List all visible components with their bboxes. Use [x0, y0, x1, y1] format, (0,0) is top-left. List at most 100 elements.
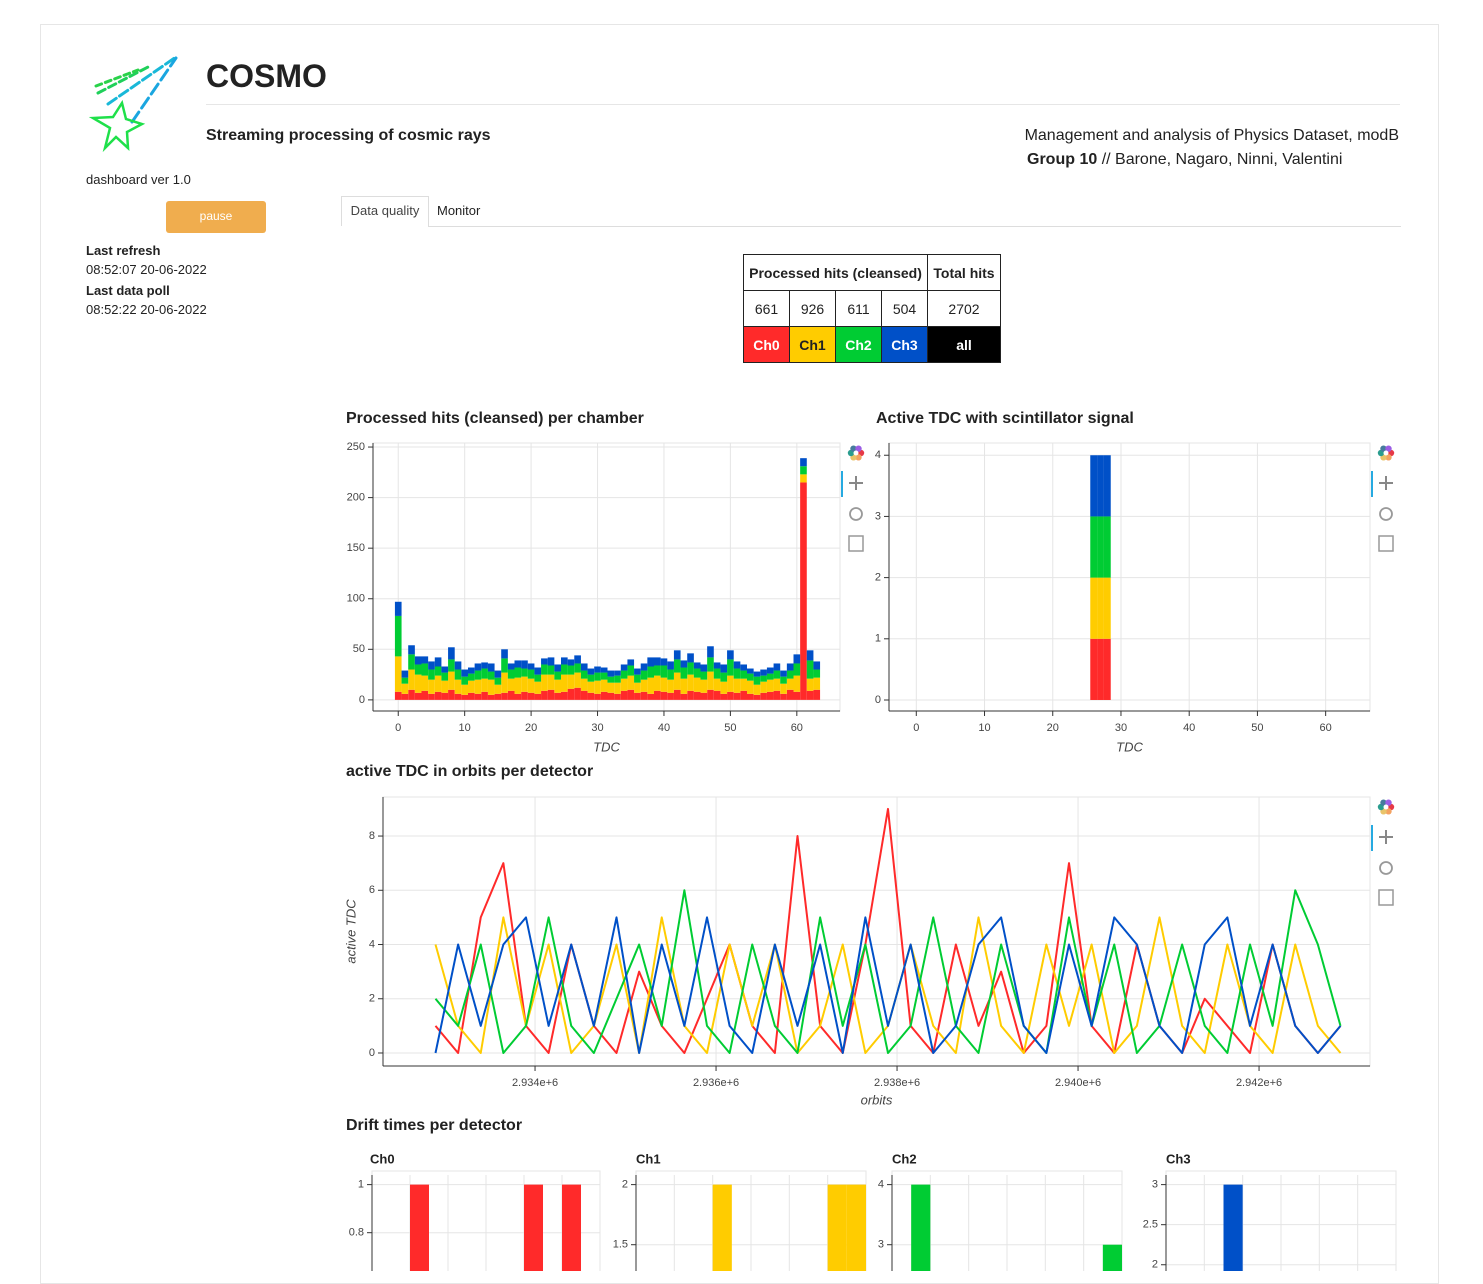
- table-value: 926: [789, 290, 836, 327]
- bar-segment: [614, 670, 621, 676]
- bar-segment: [541, 674, 548, 691]
- bar-segment: [441, 672, 449, 681]
- bar-segment: [746, 673, 754, 681]
- table-value: 2702: [927, 290, 1001, 327]
- bar-segment: [700, 671, 708, 680]
- subplot-title: Ch1: [636, 1151, 661, 1166]
- bar-segment: [680, 660, 688, 668]
- bar-segment: [394, 615, 402, 657]
- bar-segment: [806, 660, 814, 679]
- y-tick-label: 1.5: [613, 1239, 628, 1251]
- x-axis-label: TDC: [593, 739, 620, 754]
- x-tick-label: 30: [591, 722, 603, 734]
- bar-segment: [733, 668, 741, 679]
- bar-segment: [607, 682, 615, 693]
- toolbar-logo-core: [1383, 804, 1389, 810]
- plot-area: [434, 807, 1342, 1054]
- bar-segment: [448, 689, 455, 700]
- series-line: [434, 889, 1342, 1054]
- x-tick-label: 2.938e+6: [874, 1077, 920, 1089]
- toolbar-logo-part: [855, 454, 862, 461]
- x-tick-label: 2.940e+6: [1055, 1077, 1101, 1089]
- bar-segment: [673, 672, 681, 690]
- bar-segment: [600, 691, 608, 700]
- y-tick-label: 4: [878, 1179, 884, 1191]
- bar-segment: [461, 669, 468, 677]
- bar-segment: [574, 663, 581, 673]
- bar-segment: [441, 692, 449, 700]
- bar-segment: [401, 693, 409, 700]
- bar-segment: [481, 662, 488, 669]
- x-axis-label: TDC: [1116, 739, 1143, 754]
- bar-segment: [766, 679, 774, 692]
- bar-segment: [467, 673, 475, 681]
- bar-segment: [434, 691, 442, 700]
- bar-segment: [507, 663, 515, 670]
- bar-segment: [401, 677, 409, 684]
- tab[interactable]: Monitor: [437, 203, 481, 218]
- bar-segment: [414, 674, 422, 693]
- bar-segment: [414, 664, 422, 675]
- bar-segment: [773, 663, 781, 671]
- last-refresh-label: Last refresh: [86, 243, 161, 258]
- bar-segment: [660, 691, 668, 700]
- bar-segment: [780, 670, 787, 677]
- bar-segment: [773, 678, 781, 691]
- bar-segment: [421, 663, 429, 676]
- bar-segment: [560, 674, 568, 692]
- bar-segment: [740, 678, 747, 691]
- bar-segment: [567, 659, 575, 666]
- bar-segment: [634, 674, 641, 683]
- plot-area: [394, 458, 821, 700]
- bar-segment: [707, 646, 714, 658]
- bar-segment: [727, 650, 734, 660]
- save-tool: [848, 535, 864, 552]
- bar-segment: [640, 679, 648, 692]
- bar-segment: [720, 664, 728, 673]
- pause-button[interactable]: pause: [166, 201, 266, 233]
- y-tick-label: 0: [359, 694, 365, 706]
- bar-segment: [434, 675, 442, 692]
- bar-segment: [673, 659, 681, 673]
- bar-segment: [547, 665, 555, 675]
- toolbar-logo-part: [1385, 808, 1392, 815]
- bar-segment: [467, 680, 475, 693]
- bar-segment: [421, 656, 429, 664]
- bar-segment: [647, 677, 654, 694]
- tab-active[interactable]: Data quality: [341, 196, 429, 227]
- bar-segment: [713, 678, 721, 691]
- bar-segment: [806, 690, 814, 700]
- bar-segment: [647, 666, 654, 678]
- bar-segment: [740, 664, 747, 671]
- bar-segment: [481, 691, 488, 700]
- plot-area: [911, 1184, 1122, 1271]
- bar-segment: [786, 678, 794, 690]
- x-tick-label: 50: [1251, 722, 1263, 734]
- bar-segment: [667, 679, 674, 693]
- bar-segment: [733, 692, 741, 700]
- bar-segment: [1090, 455, 1098, 517]
- bar-segment: [527, 678, 535, 693]
- bar-segment: [647, 693, 654, 700]
- bar-segment: [534, 674, 542, 682]
- y-tick-label: 2: [369, 993, 375, 1005]
- bar-segment: [514, 693, 522, 700]
- bar-segment: [534, 667, 542, 675]
- histogram-bar: [827, 1184, 847, 1271]
- bar-segment: [653, 657, 661, 666]
- group-line: Group 10 // Barone, Nagaro, Ninni, Valen…: [1027, 151, 1342, 169]
- subplot-title: Ch3: [1166, 1151, 1191, 1166]
- bar-segment: [793, 654, 801, 664]
- bar-segment: [560, 691, 568, 700]
- bar-segment: [461, 684, 468, 695]
- toolbar-logo-part: [1385, 445, 1392, 452]
- pan-tool: [849, 476, 863, 490]
- bar-segment: [660, 677, 668, 692]
- bar-segment: [720, 693, 728, 700]
- bar-segment: [567, 674, 575, 689]
- bar-segment: [713, 690, 721, 700]
- bar-segment: [627, 665, 635, 676]
- bar-segment: [707, 671, 714, 690]
- bar-segment: [474, 670, 482, 680]
- histogram-bar: [1102, 1244, 1122, 1271]
